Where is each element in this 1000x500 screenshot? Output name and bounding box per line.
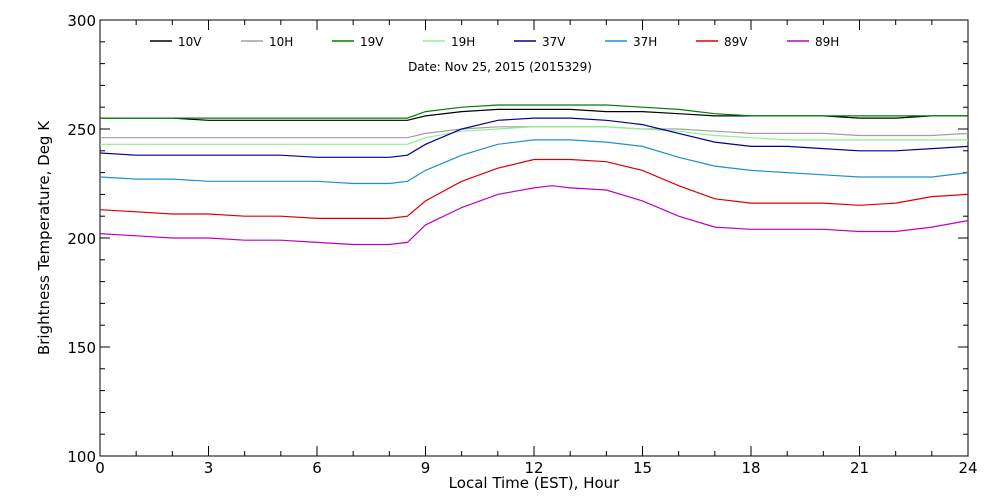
chart-subtitle: Date: Nov 25, 2015 (2015329) (408, 60, 592, 74)
legend-label-37v: 37V (542, 35, 566, 49)
y-tick-label: 300 (67, 12, 96, 30)
plot-frame (99, 19, 969, 457)
legend-label-10v: 10V (178, 35, 202, 49)
legend-label-37h: 37H (633, 35, 657, 49)
x-tick-label: 15 (633, 459, 652, 477)
legend-label-19v: 19V (360, 35, 384, 49)
x-axis-title: Local Time (EST), Hour (449, 474, 620, 492)
series-line-89h (99, 185, 969, 246)
legend-label-10h: 10H (269, 35, 293, 49)
series-line-19v (100, 104, 968, 119)
x-tick-label: 9 (421, 459, 431, 477)
x-tick-label: 6 (312, 459, 322, 477)
series-line-37v (99, 117, 969, 158)
legend-label-89v: 89V (724, 35, 748, 49)
y-tick-label: 150 (67, 339, 96, 357)
legend-label-19h: 19H (451, 35, 475, 49)
y-tick-label: 250 (67, 121, 96, 139)
y-axis-title: Brightness Temperature, Deg K (35, 120, 53, 355)
axis-ticks (99, 19, 969, 457)
legend: 10V 10H 19V 19H 37V 37H 89V 89H (150, 35, 839, 49)
x-tick-label: 0 (95, 459, 105, 477)
y-tick-label: 100 (67, 448, 96, 466)
x-tick-label: 3 (204, 459, 214, 477)
series-lines (99, 104, 969, 246)
y-tick-label: 200 (67, 230, 96, 248)
x-tick-label: 12 (524, 459, 543, 477)
x-tick-label: 24 (958, 459, 977, 477)
series-line-19h (100, 126, 968, 145)
legend-label-89h: 89H (815, 35, 839, 49)
series-line-37h (99, 139, 969, 185)
x-tick-label: 18 (741, 459, 760, 477)
series-line-10h (100, 126, 969, 139)
series-line-89v (99, 158, 969, 219)
x-tick-label: 21 (850, 459, 869, 477)
tick-labels: 0 3 6 9 12 15 18 21 24 100 150 200 250 300 (67, 12, 977, 477)
